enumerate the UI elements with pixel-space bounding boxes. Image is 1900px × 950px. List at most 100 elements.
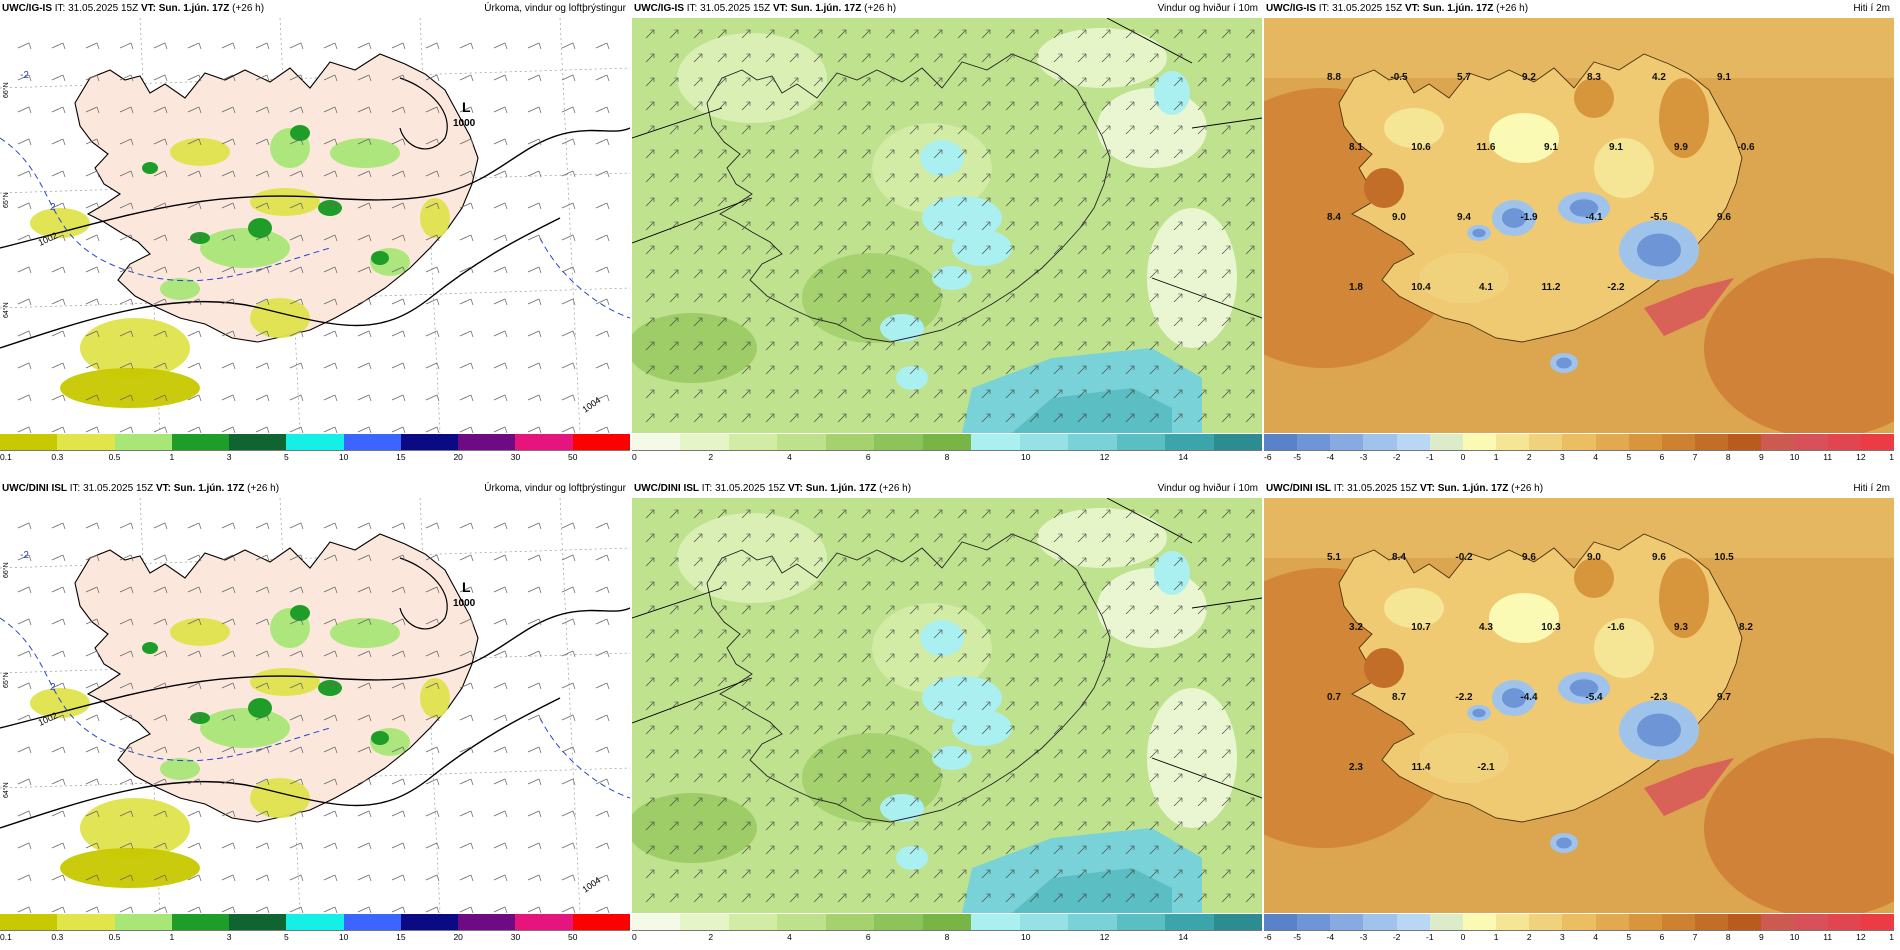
temperature-value-label: 0.7 [1327,692,1341,703]
panel-header: UWC/DINI ISL IT: 31.05.2025 15Z VT: Sun.… [1264,480,1894,497]
temperature-value-label: 9.3 [1674,622,1688,633]
colorbar-swatch [1628,434,1662,450]
temperature-value-label: 10.6 [1411,142,1431,153]
temperature-value-label: 8.8 [1327,72,1341,83]
colorbar-tick-label: 6 [865,452,871,462]
colorbar-swatch [229,914,287,930]
colorbar-swatch [114,434,172,450]
temperature-contour-label: -2 [20,550,29,561]
colorbar-swatch [1068,434,1117,450]
panel-top-temp: UWC/IG-IS IT: 31.05.2025 15Z VT: Sun. 1.… [1264,0,1894,465]
colorbar-tick-label: 9 [1758,452,1764,462]
precip-colorbar: 0.1 0.3 0.5 1 3 5 10 15 20 30 50 [0,434,630,464]
colorbar-swatch [0,914,58,930]
pressure-value-label: 1000 [453,598,476,609]
colorbar-tick-label: 4 [787,452,792,462]
temperature-value-label: 8.2 [1739,622,1753,633]
temperature-value-label: 9.0 [1587,552,1601,563]
colorbar-tick-label: 9 [1758,932,1764,942]
colorbar-tick-label: 3 [226,932,232,942]
temperature-contour-label: -2 [20,70,29,81]
colorbar-tick-label: 2 [1526,452,1532,462]
colorbar-tick-label: 2 [1526,932,1532,942]
model-name: UWC/DINI ISL [634,483,699,494]
panel-header: UWC/IG-IS IT: 31.05.2025 15Z VT: Sun. 1.… [632,0,1262,17]
precip-colorbar: 0.1 0.3 0.5 1 3 5 10 15 20 30 50 [0,914,630,944]
temperature-value-label: 8.3 [1587,72,1601,83]
low-pressure-label: L [462,579,471,595]
colorbar-tick-label: 10 [338,452,349,462]
lead-time: (+26 h) [247,483,280,494]
colorbar-swatch [458,434,516,450]
temperature-value-label: 9.9 [1674,142,1688,153]
wind-map [632,498,1262,913]
colorbar-swatch [874,914,923,930]
colorbar-swatch [1116,434,1166,450]
colorbar-tick-label: 10 [338,932,349,942]
colorbar-swatch [343,914,401,930]
latitude-label: 65°N [2,192,10,208]
colorbar-tick-label: 0.1 [0,932,12,942]
temperature-value-label: -4.1 [1585,212,1603,223]
colorbar-swatch [286,914,344,930]
colorbar-tick-label: 1 [169,452,175,462]
colorbar-swatch [1496,914,1530,930]
colorbar-swatch [1661,914,1696,930]
colorbar-swatch [1165,914,1214,930]
colorbar-tick-label: -2 [1392,932,1401,942]
colorbar-swatch [1827,914,1861,930]
panel-bottom-wind: UWC/DINI ISL IT: 31.05.2025 15Z VT: Sun.… [632,480,1262,945]
colorbar-tick-label: 8 [1725,932,1731,942]
colorbar-swatch [728,914,778,930]
colorbar-tick-label: 6 [1659,452,1665,462]
colorbar-swatches [0,914,630,931]
temperature-value-label: 8.7 [1392,692,1406,703]
colorbar-swatch [1695,914,1729,930]
valid-time: VT: Sun. 1.jún. 17Z [1419,483,1509,494]
colorbar-swatch [1213,434,1262,450]
colorbar-swatch [171,434,230,450]
valid-time: VT: Sun. 1.jún. 17Z [772,3,862,14]
colorbar-swatch [1116,914,1166,930]
colorbar-swatch [1562,434,1596,450]
init-time: IT: 31.05.2025 15Z [69,483,154,494]
colorbar-tick-label: -6 [1264,932,1272,942]
colorbar-swatch [1068,914,1117,930]
temperature-value-label: 10.3 [1541,622,1561,633]
panel-title: Vindur og hviður í 10m [1157,483,1258,494]
latitude-label: 66°N [2,562,10,578]
temperature-value-label: 9.6 [1717,212,1731,223]
colorbar-tick-label: -3 [1359,452,1368,462]
colorbar-tick-label: 0 [632,452,637,462]
colorbar-swatch [1462,434,1497,450]
temperature-value-label: -1.6 [1607,622,1625,633]
colorbar-tick-label: -4 [1326,452,1335,462]
panel-top-precip: UWC/IG-IS IT: 31.05.2025 15Z VT: Sun. 1.… [0,0,630,465]
temperature-value-label: 8.1 [1349,142,1363,153]
colorbar-swatch [400,914,459,930]
colorbar-swatch [572,434,630,450]
colorbar-swatch [777,914,826,930]
colorbar-tick-label: 5 [1626,932,1632,942]
colorbar-tick-label: 6 [1659,932,1665,942]
colorbar-swatch [1363,434,1397,450]
colorbar-tick-label: 1 [1493,452,1499,462]
wind-colorbar: 0 2 4 6 8 10 12 14 [632,914,1262,944]
temp-colorbar: -6-5-4-3-2-1012345678910111213 [1264,914,1894,944]
temperature-value-label: 5.1 [1327,552,1341,563]
colorbar-swatch [229,434,287,450]
colorbar-tick-label: 7 [1692,452,1698,462]
temperature-value-label: 11.4 [1412,762,1431,773]
temperature-value-label: 5.7 [1457,72,1471,83]
temperature-value-label: 8.4 [1392,552,1406,563]
colorbar-tick-label: -1 [1426,932,1434,942]
colorbar-swatch [1462,914,1497,930]
colorbar-tick-label: 3 [226,452,232,462]
colorbar-tick-label: 12 [1856,452,1866,462]
colorbar-swatch [971,914,1020,930]
colorbar-tick-label: 0.1 [0,452,12,462]
temperature-value-label: -2.2 [1455,692,1473,703]
temperature-value-label: 9.4 [1457,212,1471,223]
colorbar-swatch [1661,434,1696,450]
colorbar-tick-label: 2 [708,932,714,942]
